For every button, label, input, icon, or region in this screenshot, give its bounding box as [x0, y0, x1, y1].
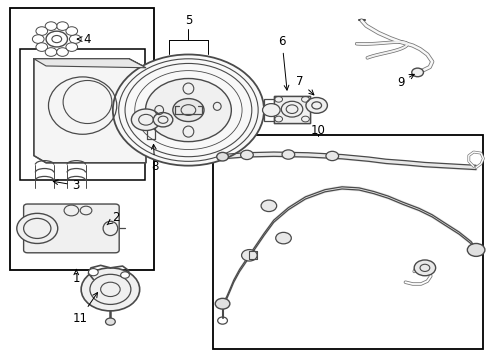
Text: 6: 6 [278, 35, 288, 90]
Circle shape [36, 27, 47, 35]
Circle shape [413, 260, 435, 276]
Circle shape [145, 78, 231, 141]
Circle shape [105, 318, 115, 325]
Circle shape [241, 249, 257, 261]
Text: 10: 10 [309, 124, 325, 137]
Text: 9: 9 [396, 74, 413, 89]
Text: 5: 5 [184, 14, 192, 27]
Circle shape [282, 150, 294, 159]
Circle shape [81, 268, 140, 311]
Text: 4: 4 [77, 32, 91, 46]
Text: 7: 7 [296, 75, 313, 95]
Text: 8: 8 [151, 144, 158, 173]
Circle shape [17, 213, 58, 243]
Circle shape [467, 243, 484, 256]
Text: 1: 1 [72, 270, 80, 285]
Polygon shape [34, 59, 146, 68]
Circle shape [275, 232, 291, 244]
Circle shape [240, 150, 253, 159]
Circle shape [113, 54, 264, 166]
Bar [93, 220, 113, 237]
Circle shape [45, 22, 57, 30]
Circle shape [121, 272, 129, 278]
Circle shape [153, 113, 172, 127]
Circle shape [45, 48, 57, 56]
Text: 2: 2 [107, 211, 119, 225]
Circle shape [216, 152, 228, 161]
Polygon shape [34, 59, 146, 163]
Circle shape [131, 109, 160, 131]
Circle shape [325, 151, 338, 161]
Circle shape [66, 27, 78, 35]
Circle shape [38, 26, 75, 53]
Circle shape [262, 104, 280, 117]
Circle shape [57, 22, 68, 30]
Bar [20, 49, 144, 180]
Circle shape [36, 43, 47, 51]
Polygon shape [273, 96, 310, 123]
Circle shape [32, 35, 44, 43]
Circle shape [261, 200, 276, 212]
Bar [212, 135, 483, 348]
Bar [96, 286, 125, 295]
Circle shape [69, 35, 81, 43]
Circle shape [305, 98, 327, 113]
Circle shape [172, 99, 203, 122]
FancyBboxPatch shape [23, 204, 119, 253]
Text: 11: 11 [73, 293, 97, 325]
Text: 3: 3 [53, 179, 80, 192]
Circle shape [411, 68, 423, 77]
Polygon shape [222, 186, 475, 306]
Circle shape [57, 48, 68, 56]
Circle shape [66, 43, 78, 51]
Circle shape [215, 298, 229, 309]
Bar [10, 8, 154, 270]
Bar [264, 99, 285, 121]
Circle shape [88, 269, 98, 276]
